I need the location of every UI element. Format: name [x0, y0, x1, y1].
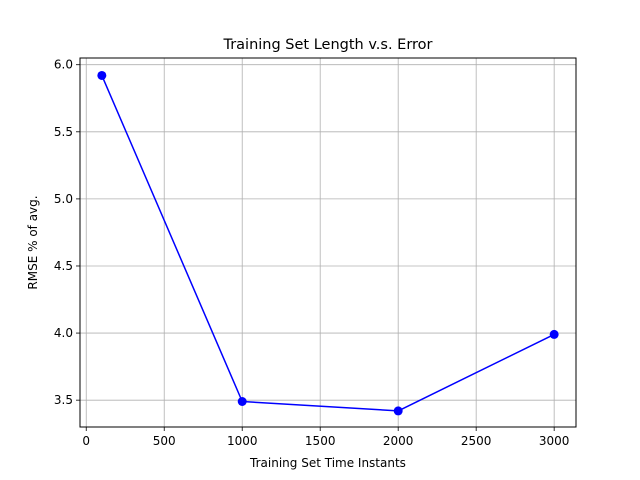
grid	[80, 58, 576, 427]
y-tick-label: 3.5	[54, 393, 73, 407]
x-tick-label: 0	[82, 434, 90, 448]
data-point	[237, 397, 247, 407]
data-point	[393, 406, 403, 416]
ticks: 0 500 1000 1500 2000 2500 3000 3.5 4.0 4.5 5.0 5.5 6…	[54, 58, 570, 448]
y-axis-label: RMSE % of avg.	[26, 195, 40, 289]
y-tick-label: 5.0	[54, 192, 73, 206]
series-layer	[97, 70, 559, 416]
y-tick-label: 4.5	[54, 259, 73, 273]
plot-area-frame	[79, 57, 577, 428]
x-tick-label: 1000	[227, 434, 258, 448]
x-axis-label: Training Set Time Instants	[249, 456, 406, 470]
series-line	[101, 75, 555, 412]
y-tick-label: 5.5	[54, 125, 73, 139]
x-tick-label: 1500	[305, 434, 336, 448]
data-point	[549, 329, 559, 339]
x-tick-label: 2500	[461, 434, 492, 448]
y-tick-label: 6.0	[54, 58, 73, 72]
chart-title: Training Set Length v.s. Error	[222, 37, 432, 53]
x-tick-label: 2000	[383, 434, 414, 448]
x-tick-label: 3000	[539, 434, 570, 448]
x-tick-label: 500	[153, 434, 176, 448]
data-point	[97, 70, 107, 80]
y-tick-label: 4.0	[54, 326, 73, 340]
